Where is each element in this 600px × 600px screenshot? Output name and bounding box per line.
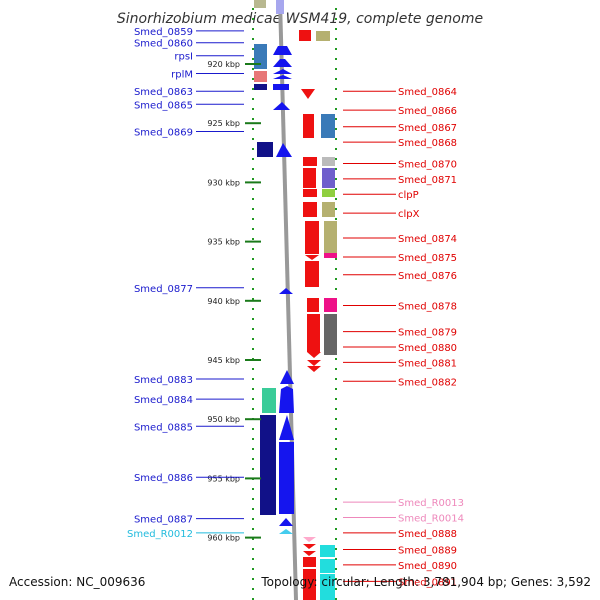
gene-label-right: clpP (398, 190, 419, 201)
gene-label-right: Smed_0868 (398, 138, 457, 149)
gene-label-right: Smed_0890 (398, 561, 457, 572)
gene-label-left: Smed_0859 (134, 27, 193, 38)
gene-label-left: rpsI (174, 52, 193, 63)
gene-label-left: rplM (171, 69, 193, 80)
gene-label-left: Smed_0877 (134, 284, 193, 295)
gene-label-right: clpX (398, 209, 420, 220)
kbp-scale: 920 kbp 925 kbp 930 kbp 935 kbp 940 kbp 945 k… (207, 60, 261, 543)
gene-label-right: Smed_0866 (398, 106, 457, 117)
gene-label-right: Smed_0891 (398, 577, 457, 588)
gene-label-right: Smed_0870 (398, 159, 457, 170)
gene-label-right: Smed_0875 (398, 253, 457, 264)
scale-tick-label: 925 kbp (207, 119, 240, 128)
map-title: Sinorhizobium medicae WSM419, complete g… (117, 11, 483, 27)
gene-label-right: Smed_0874 (398, 234, 457, 245)
scale-tick-label: 930 kbp (207, 178, 240, 187)
gene-label-right: Smed_0882 (398, 377, 457, 388)
gene-label-right: Smed_0880 (398, 343, 457, 354)
gene-label-right: Smed_0876 (398, 271, 457, 282)
label-leaders (196, 30, 396, 582)
gene-label-left: Smed_0885 (134, 422, 193, 433)
scale-tick-label: 945 kbp (207, 356, 240, 365)
scale-tick-label: 950 kbp (207, 415, 240, 424)
gene-label-right: Smed_0879 (398, 328, 457, 339)
gene-label-right: Smed_0864 (398, 87, 457, 98)
gene-label-right: Smed_0878 (398, 302, 457, 313)
scale-tick-label: 920 kbp (207, 60, 240, 69)
gene-label-right: Smed_R0014 (398, 513, 464, 524)
scale-tick-label: 935 kbp (207, 238, 240, 247)
scale-tick-label: 940 kbp (207, 297, 240, 306)
gene-label-left: Smed_R0012 (127, 529, 193, 540)
genome-summary-text: Topology: circular; Length: 3,781,904 bp… (260, 575, 591, 589)
gene-glyphs (254, 0, 337, 600)
gene-label-left: Smed_0884 (134, 395, 193, 406)
gene-label-left: Smed_0883 (134, 375, 193, 386)
gene-label-left: Smed_0887 (134, 515, 193, 526)
gene-label-right: Smed_0889 (398, 545, 457, 556)
gene-label-right: Smed_0888 (398, 529, 457, 540)
accession-text: Accession: NC_009636 (9, 575, 145, 589)
scale-tick-label: 955 kbp (207, 474, 240, 483)
gene-label-left: Smed_0860 (134, 39, 193, 50)
gene-label-left: Smed_0886 (134, 473, 193, 484)
gene-label-left: Smed_0865 (134, 100, 193, 111)
gene-label-left: Smed_0863 (134, 87, 193, 98)
gene-label-right: Smed_0881 (398, 358, 457, 369)
scale-tick-label: 960 kbp (207, 534, 240, 543)
gene-label-left: Smed_0869 (134, 127, 193, 138)
gene-label-right: Smed_R0013 (398, 498, 464, 509)
gene-label-right: Smed_0867 (398, 123, 457, 134)
gene-label-right: Smed_0871 (398, 175, 457, 186)
